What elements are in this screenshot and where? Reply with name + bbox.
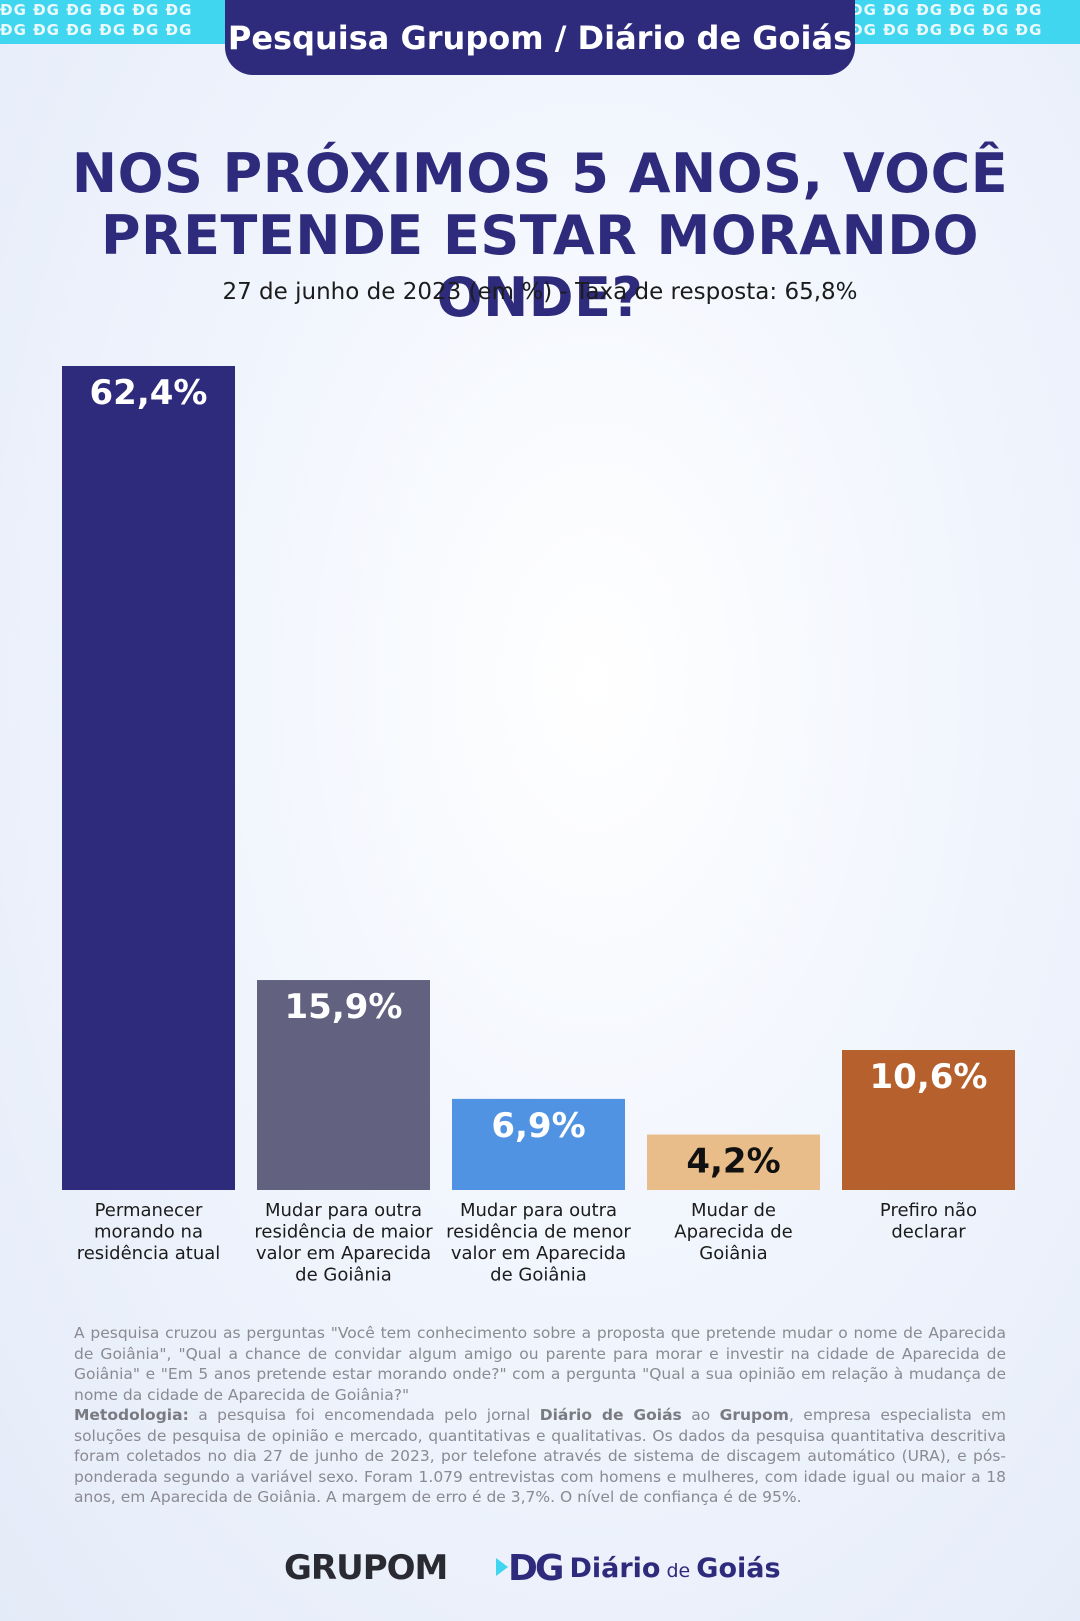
bar-3 — [452, 1098, 625, 1190]
dg-logo-name: Diário de Goiás — [569, 1553, 781, 1584]
footnote: A pesquisa cruzou as perguntas "Você tem… — [74, 1323, 1006, 1508]
footnote-method-text-3: , empresa especialista em soluções de pe… — [74, 1406, 1006, 1506]
diario-de-goias-logo: DG Diário de Goiás — [496, 1548, 781, 1589]
bar-5 — [842, 1050, 1015, 1190]
chart-subtitle: 27 de junho de 2023 (em %) - Taxa de res… — [222, 279, 858, 305]
bar-4 — [647, 1134, 820, 1190]
bar-value-label-2: 15,9% — [285, 987, 403, 1027]
category-label-2: Mudar para outra residência de maior valor… — [254, 1200, 433, 1286]
footnote-method-label: Metodologia: — [74, 1406, 189, 1424]
bar-value-label-5: 10,6% — [870, 1057, 988, 1097]
chart-title: NOS PRÓXIMOS 5 ANOS, VOCÊ PRETENDE ESTAR… — [0, 143, 1080, 329]
bar-value-label-4: 4,2% — [686, 1142, 780, 1182]
category-label-4: Mudar de Aparecida de Goiânia — [674, 1200, 792, 1264]
bar-2 — [257, 980, 430, 1190]
brand-pattern-right: ÐG ÐG ÐG ÐG ÐG ÐG ÐG ÐG ÐG ÐG ÐG ÐG — [850, 0, 1080, 44]
bar-chart: 62,4% Permanecer morando na residência atua… — [62, 366, 1015, 1286]
bar-value-label-1: 62,4% — [90, 373, 208, 413]
category-label-3: Mudar para outra residência de menor valor… — [446, 1200, 631, 1286]
chart-title-line-2: PRETENDE ESTAR MORANDO ONDE? — [100, 204, 979, 329]
grupom-logo: GRUPOM — [284, 1548, 448, 1588]
brand-pattern-left: ÐG ÐG ÐG ÐG ÐG ÐG ÐG ÐG ÐG ÐG ÐG ÐG — [0, 0, 240, 44]
header-tab: Pesquisa Grupom / Diário de Goiás — [225, 0, 855, 75]
dg-logo-icon: DG — [496, 1548, 564, 1589]
category-label-5: Prefiro não declarar — [880, 1200, 977, 1243]
footnote-method-bold-2: Grupom — [719, 1406, 789, 1424]
bar-value-label-3: 6,9% — [491, 1106, 585, 1146]
footnote-intro: A pesquisa cruzou as perguntas "Você tem… — [74, 1324, 1006, 1404]
footnote-method-bold-1: Diário de Goiás — [539, 1406, 682, 1424]
category-label-1: Permanecer morando na residência atual — [77, 1200, 221, 1264]
chart-title-line-1: NOS PRÓXIMOS 5 ANOS, VOCÊ — [71, 142, 1009, 205]
footnote-method-text-2: ao — [681, 1406, 720, 1424]
bar-1 — [62, 366, 235, 1190]
logo-bar: GRUPOM DG Diário de Goiás — [0, 1548, 1080, 1598]
header-tab-title: Pesquisa Grupom / Diário de Goiás — [227, 18, 853, 57]
footnote-method-text-1: a pesquisa foi encomendada pelo jornal — [188, 1406, 540, 1424]
